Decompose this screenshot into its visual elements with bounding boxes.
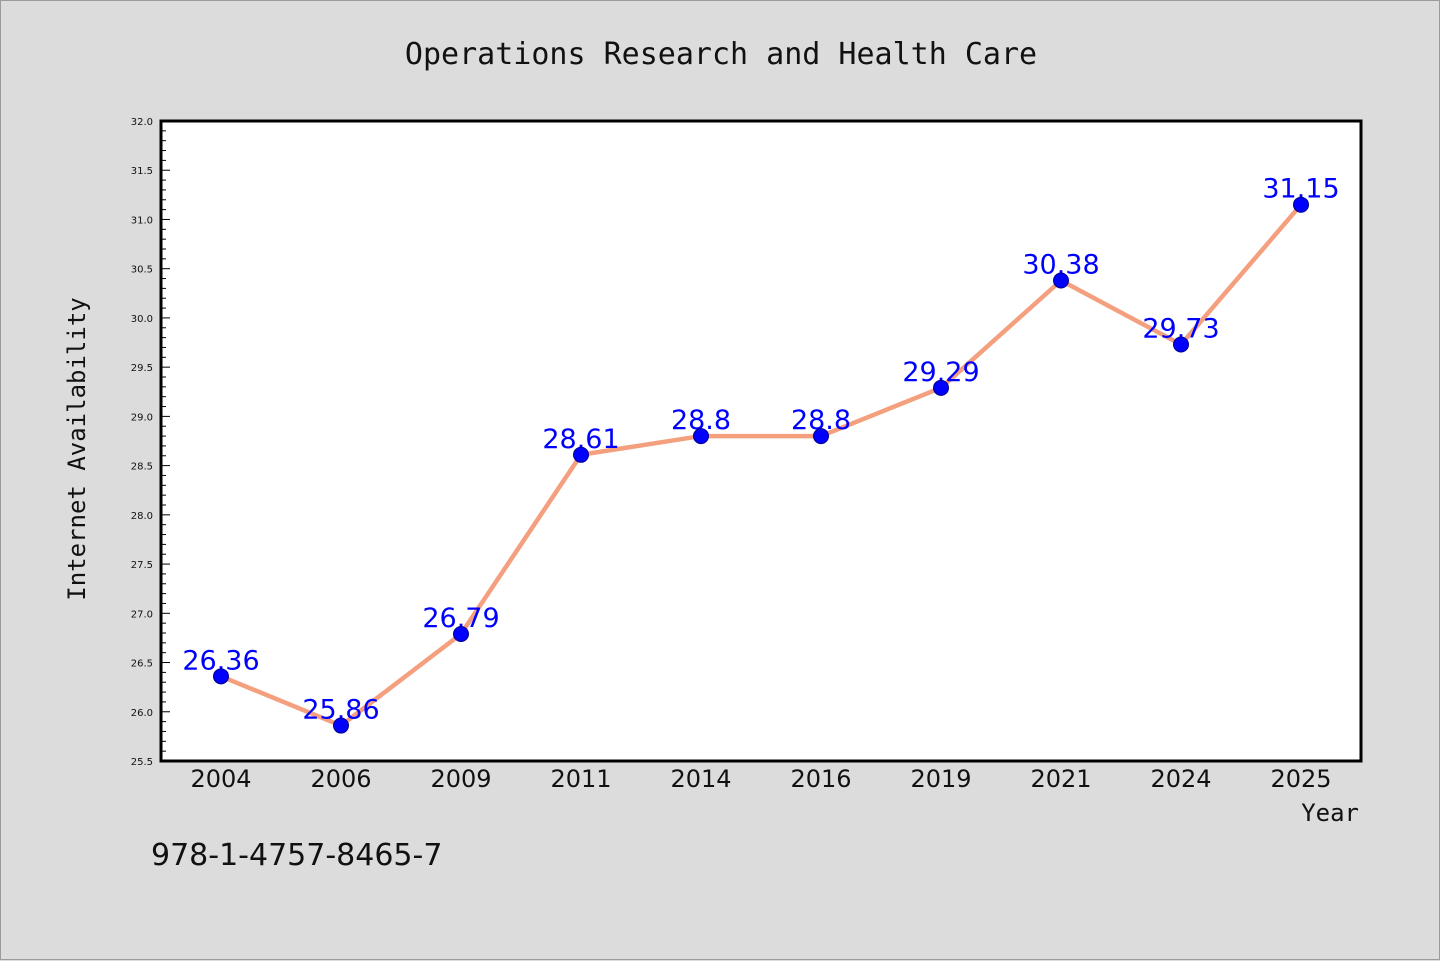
y-tick-label: 29.5 (131, 363, 153, 374)
data-point (1053, 272, 1069, 289)
x-tick-label: 2004 (190, 765, 251, 793)
x-tick-label: 2014 (670, 765, 731, 793)
data-point (1293, 196, 1309, 213)
chart-title: Operations Research and Health Care (405, 37, 1037, 72)
y-tick-label: 26.0 (131, 708, 153, 719)
y-tick-label: 29.0 (131, 412, 153, 423)
x-tick-label: 2024 (1150, 765, 1211, 793)
data-point (573, 446, 589, 463)
y-tick-label: 31.5 (131, 166, 153, 177)
y-tick-label: 32.0 (131, 117, 153, 128)
data-point (453, 625, 469, 642)
x-tick-label: 2025 (1270, 765, 1331, 793)
data-point (1173, 336, 1189, 353)
data-point (693, 428, 709, 445)
series-line-group (218, 202, 1304, 728)
x-axis-ticks: 2004 2006 2009 2011 2014 2016 2019 2021 2024 2025 (190, 765, 1331, 793)
y-tick-label: 30.0 (131, 314, 153, 325)
y-tick-label: 27.5 (131, 560, 153, 571)
y-tick-label: 26.5 (131, 659, 153, 670)
plot-frame (159, 119, 1363, 763)
y-tick-label: 28.5 (131, 462, 153, 473)
x-tick-label: 2006 (310, 765, 371, 793)
x-tick-label: 2019 (910, 765, 971, 793)
y-tick-label: 30.5 (131, 265, 153, 276)
y-tick-label: 28.0 (131, 511, 153, 522)
plot-area (161, 121, 1361, 761)
data-point (333, 717, 349, 734)
series-marker-group (213, 196, 1309, 734)
x-tick-label: 2021 (1030, 765, 1091, 793)
x-axis-label: Year (1301, 799, 1359, 827)
x-tick-label: 2016 (790, 765, 851, 793)
data-point (213, 668, 229, 685)
x-tick-label: 2011 (550, 765, 611, 793)
y-tick-label: 25.5 (131, 757, 153, 768)
x-tick-label: 2009 (430, 765, 491, 793)
isbn-text: 978-1-4757-8465-7 (151, 838, 442, 873)
data-point (813, 428, 829, 445)
series-line (218, 202, 1304, 728)
y-tick-label: 27.0 (131, 609, 153, 620)
data-point (933, 379, 949, 396)
y-tick-label: 31.0 (131, 215, 153, 226)
y-axis-label: Internet Availability (63, 297, 91, 600)
